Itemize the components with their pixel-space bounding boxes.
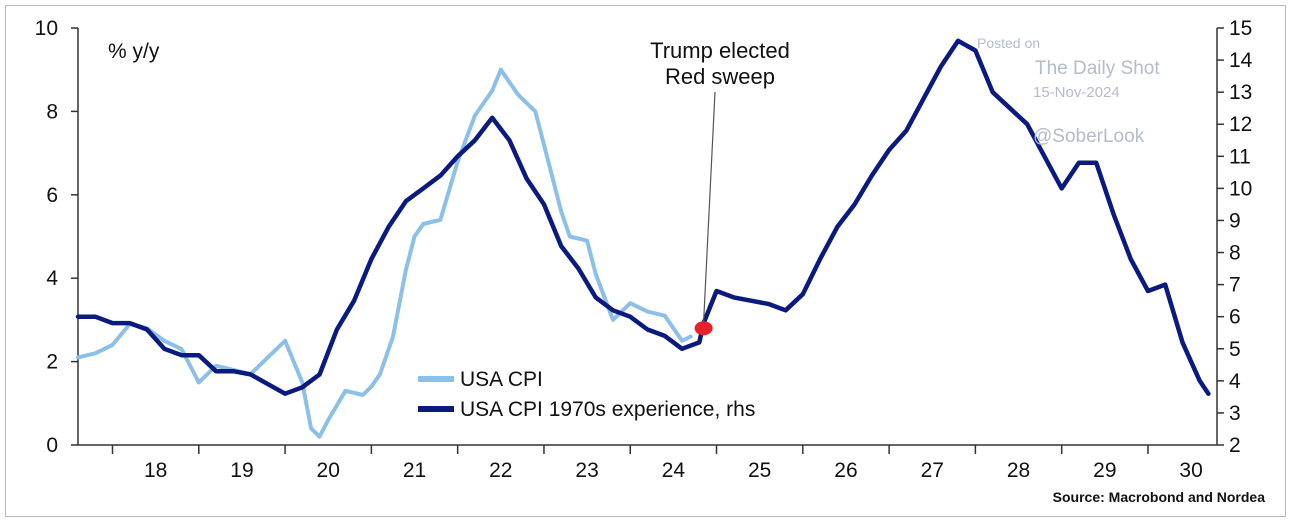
y-right-tick-label: 2: [1229, 434, 1241, 457]
y-right-tick-label: 11: [1229, 145, 1251, 168]
y-axis-unit-label: % y/y: [108, 40, 160, 63]
x-tick-label: 19: [230, 459, 253, 482]
annotation-line-2: Red sweep: [665, 64, 775, 89]
y-right-tick-label: 7: [1229, 274, 1241, 297]
annotation-line-1: Trump elected: [650, 38, 790, 63]
legend-label-usa-cpi: USA CPI: [460, 368, 543, 391]
annotation-marker: [694, 321, 713, 336]
watermark-posted-on: Posted on: [977, 35, 1040, 51]
y-left-tick-label: 8: [46, 100, 58, 123]
y-right-tick-label: 15: [1229, 17, 1252, 40]
series-line-usa-cpi-1970s: [75, 38, 1211, 396]
watermark-date: 15-Nov-2024: [1033, 84, 1120, 101]
y-right-tick-label: 10: [1229, 177, 1252, 200]
x-tick-label: 29: [1093, 459, 1116, 482]
y-left-tick-label: 6: [46, 184, 58, 207]
y-right-tick-label: 9: [1229, 209, 1241, 232]
x-tick-label: 27: [921, 459, 944, 482]
annotation-leader-line: [703, 91, 716, 323]
source-note: Source: Macrobond and Nordea: [1053, 489, 1266, 505]
x-tick-label: 21: [403, 459, 426, 482]
series-line-usa-cpi: [76, 67, 693, 439]
x-tick-label: 30: [1179, 459, 1202, 482]
x-tick-label: 25: [748, 459, 771, 482]
y-right-tick-label: 5: [1229, 338, 1241, 361]
legend: USA CPI USA CPI 1970s experience, rhs: [418, 368, 755, 421]
y-right-tick-label: 3: [1229, 402, 1241, 425]
y-left-tick-label: 4: [46, 267, 58, 290]
watermark-site-name: The Daily Shot: [1035, 58, 1160, 79]
y-right-tick-label: 13: [1229, 81, 1252, 104]
y-left-tick-label: 2: [46, 351, 58, 374]
axes-layer: [71, 27, 1224, 454]
y-right-tick-label: 6: [1229, 306, 1241, 329]
y-left-tick-label: 10: [35, 17, 58, 40]
x-tick-label: 28: [1007, 459, 1030, 482]
y-right-tick-label: 14: [1229, 49, 1253, 72]
x-tick-label: 23: [575, 459, 598, 482]
chart-frame: [5, 5, 1286, 517]
y-left-tick-label: 0: [46, 434, 58, 457]
x-tick-label: 26: [834, 459, 857, 482]
legend-label-usa-cpi-1970s: USA CPI 1970s experience, rhs: [460, 398, 755, 421]
y-right-tick-label: 8: [1229, 242, 1241, 265]
series-layer: [75, 38, 1211, 439]
x-tick-label: 20: [317, 459, 340, 482]
x-tick-label: 18: [144, 459, 167, 482]
x-tick-label: 22: [489, 459, 512, 482]
x-tick-label: 24: [662, 459, 686, 482]
y-right-tick-label: 12: [1229, 113, 1252, 136]
y-right-tick-label: 4: [1229, 370, 1241, 393]
watermark-handle: @SoberLook: [1033, 126, 1145, 147]
